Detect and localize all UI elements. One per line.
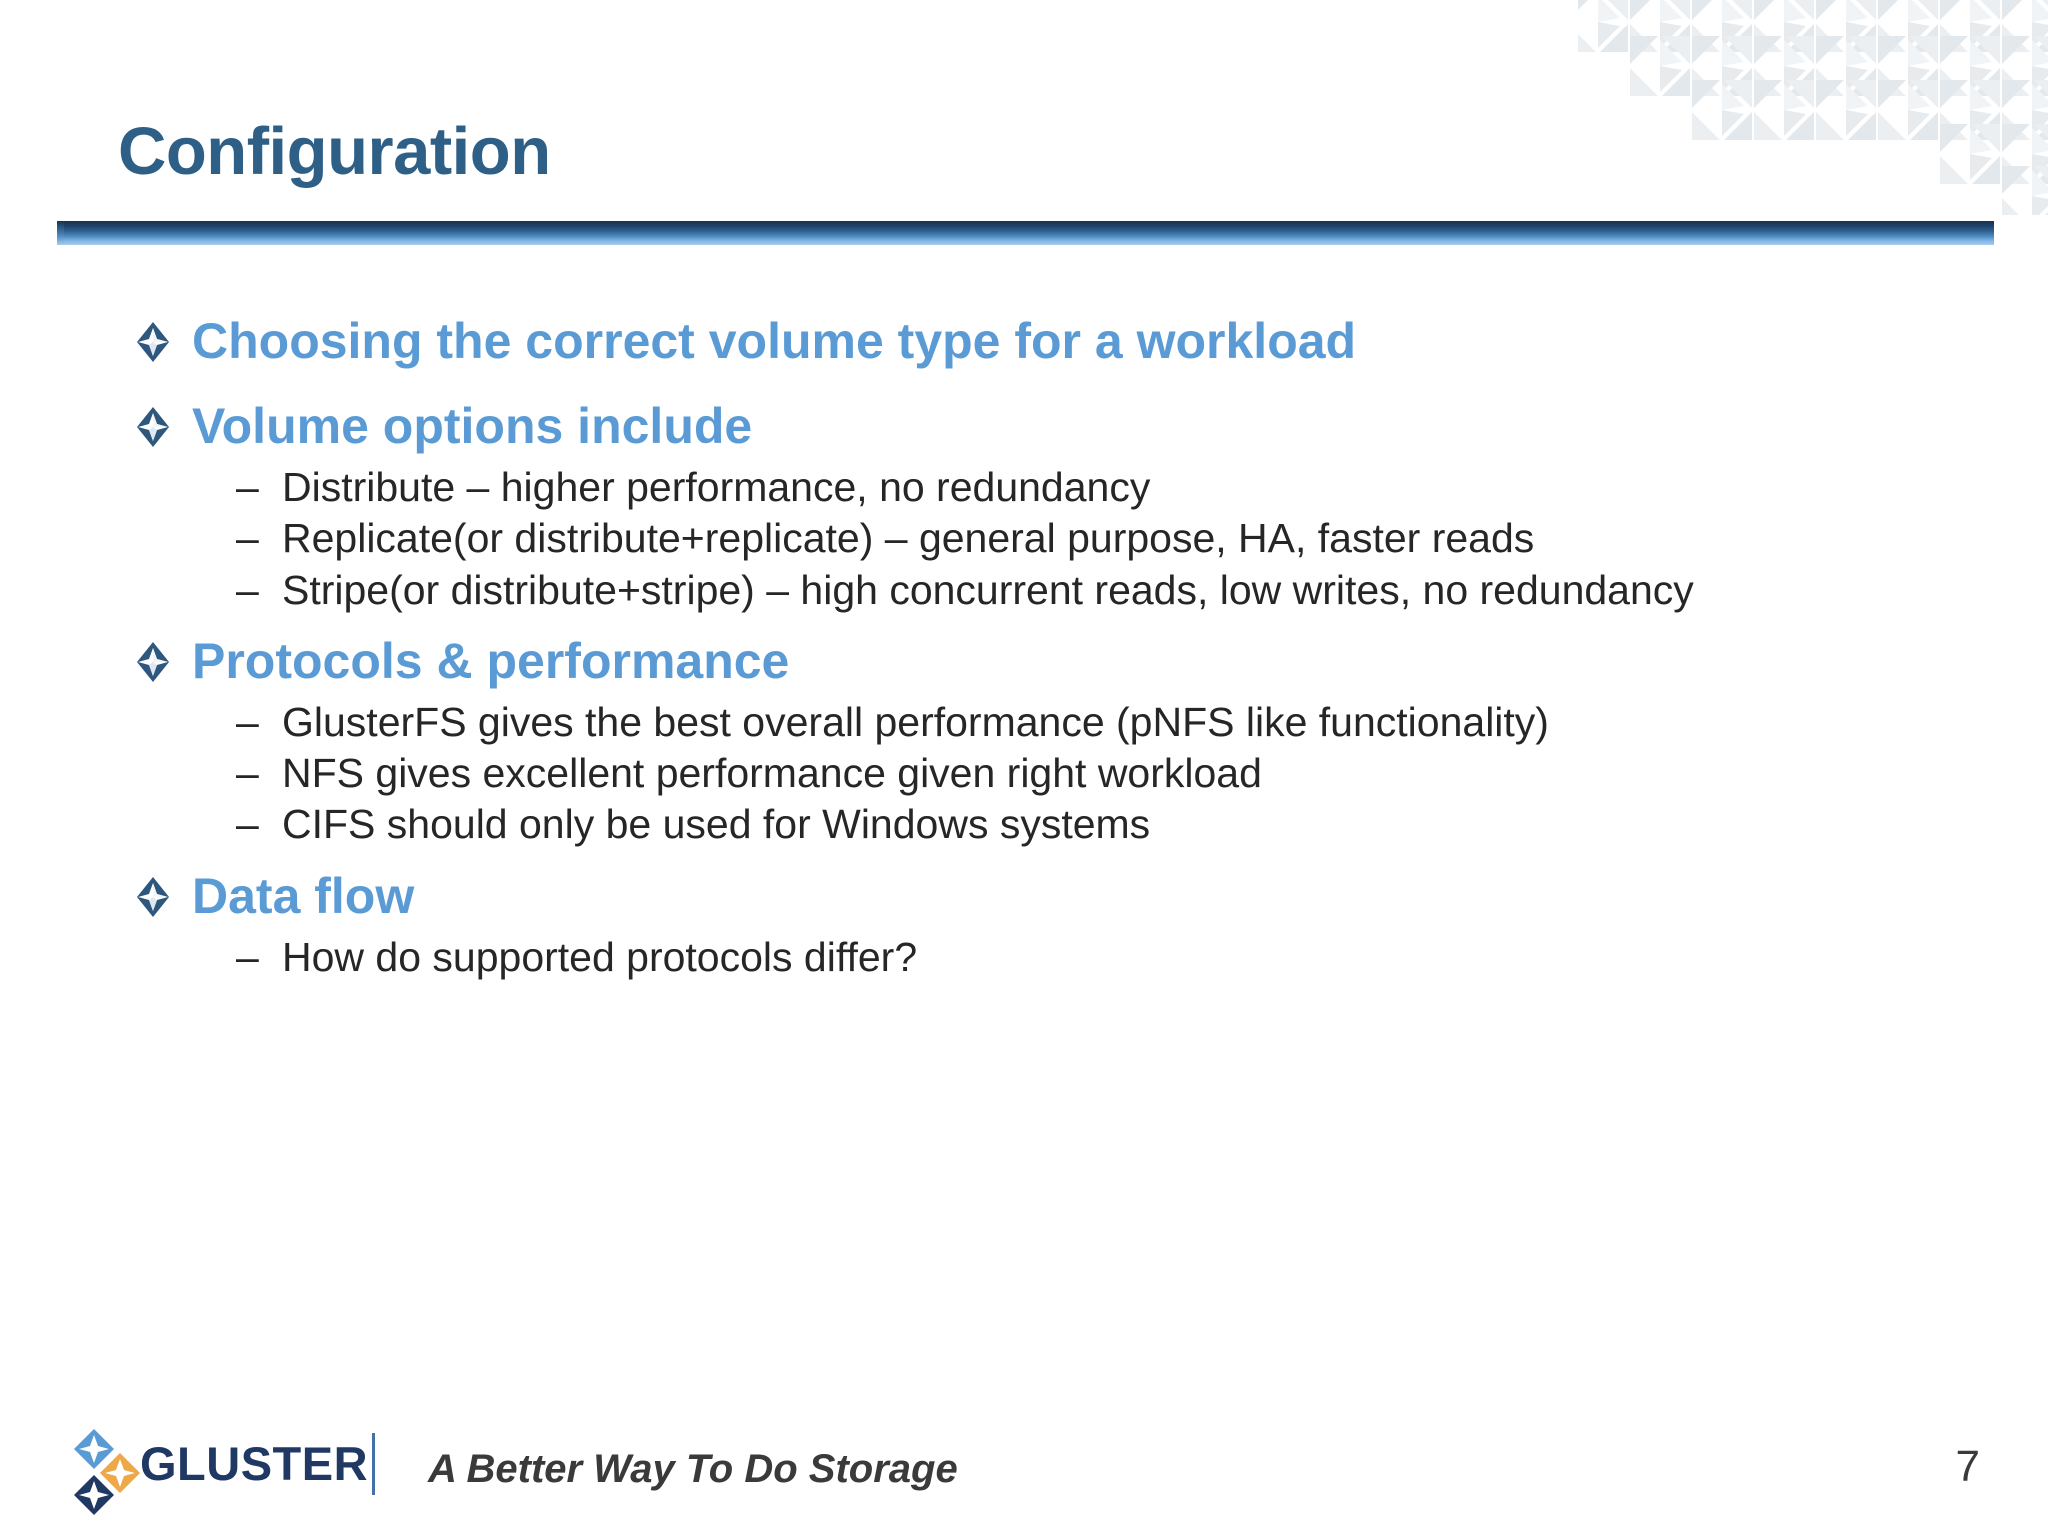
list-item: – Replicate(or distribute+replicate) – g… <box>236 513 2048 564</box>
list-item: – Distribute – higher performance, no re… <box>236 462 2048 513</box>
list-item-label: GlusterFS gives the best overall perform… <box>282 698 1549 745</box>
section-heading: Volume options include <box>192 398 753 454</box>
dash-marker-icon: – <box>236 566 259 613</box>
list-item-label: NFS gives excellent performance given ri… <box>282 750 1262 796</box>
diamond-star-bullet-icon <box>136 876 170 918</box>
slide-footer: GLUSTER A Better Way To Do Storage 7 <box>0 1407 2048 1537</box>
dash-marker-icon: – <box>236 698 259 745</box>
diamond-star-bullet-icon <box>136 321 170 363</box>
footer-divider <box>372 1433 375 1495</box>
slide-body: Choosing the correct volume type for a w… <box>0 312 2048 983</box>
list-item-label: Distribute – higher performance, no redu… <box>282 464 1151 510</box>
page-title: Configuration <box>118 114 551 189</box>
list-item-label: Stripe(or distribute+stripe) – high conc… <box>282 566 1694 613</box>
gluster-logo-icon <box>72 1427 144 1519</box>
gluster-wordmark: GLUSTER <box>140 1437 369 1490</box>
section-heading: Choosing the correct volume type for a w… <box>192 313 1357 369</box>
dash-marker-icon: – <box>236 933 259 980</box>
sub-bullet-list: – GlusterFS gives the best overall perfo… <box>236 697 2048 851</box>
list-item-label: How do supported protocols differ? <box>282 933 918 980</box>
list-item-label: Replicate(or distribute+replicate) – gen… <box>282 515 1535 562</box>
bullet-item-level1: Data flow <box>136 867 2048 926</box>
section-heading: Data flow <box>192 867 415 924</box>
bullet-item-level1: Volume options include <box>136 397 2048 456</box>
list-item: – Stripe(or distribute+stripe) – high co… <box>236 565 2048 616</box>
list-item: – GlusterFS gives the best overall perfo… <box>236 697 2048 748</box>
list-item-label: CIFS should only be used for Windows sys… <box>282 801 1151 848</box>
dash-marker-icon: – <box>236 801 259 848</box>
list-item: – CIFS should only be used for Windows s… <box>236 799 2048 850</box>
diamond-star-bullet-icon <box>136 406 170 448</box>
footer-tagline: A Better Way To Do Storage <box>428 1447 958 1491</box>
dash-marker-icon: – <box>236 515 259 562</box>
sub-bullet-list: – Distribute – higher performance, no re… <box>236 462 2048 616</box>
page-number: 7 <box>1955 1442 1980 1491</box>
section-heading: Protocols & performance <box>192 632 790 689</box>
list-item: – How do supported protocols differ? <box>236 932 2048 983</box>
title-divider-cap <box>57 221 64 245</box>
sub-bullet-list: – How do supported protocols differ? <box>236 932 2048 983</box>
dash-marker-icon: – <box>236 750 259 796</box>
bullet-item-level1: Protocols & performance <box>136 632 2048 691</box>
dash-marker-icon: – <box>236 464 259 510</box>
title-block: Configuration <box>0 118 2048 248</box>
title-divider-rule <box>57 221 1994 245</box>
list-item: – NFS gives excellent performance given … <box>236 748 2048 799</box>
diamond-star-bullet-icon <box>136 641 170 683</box>
bullet-item-level1: Choosing the correct volume type for a w… <box>136 312 2048 371</box>
